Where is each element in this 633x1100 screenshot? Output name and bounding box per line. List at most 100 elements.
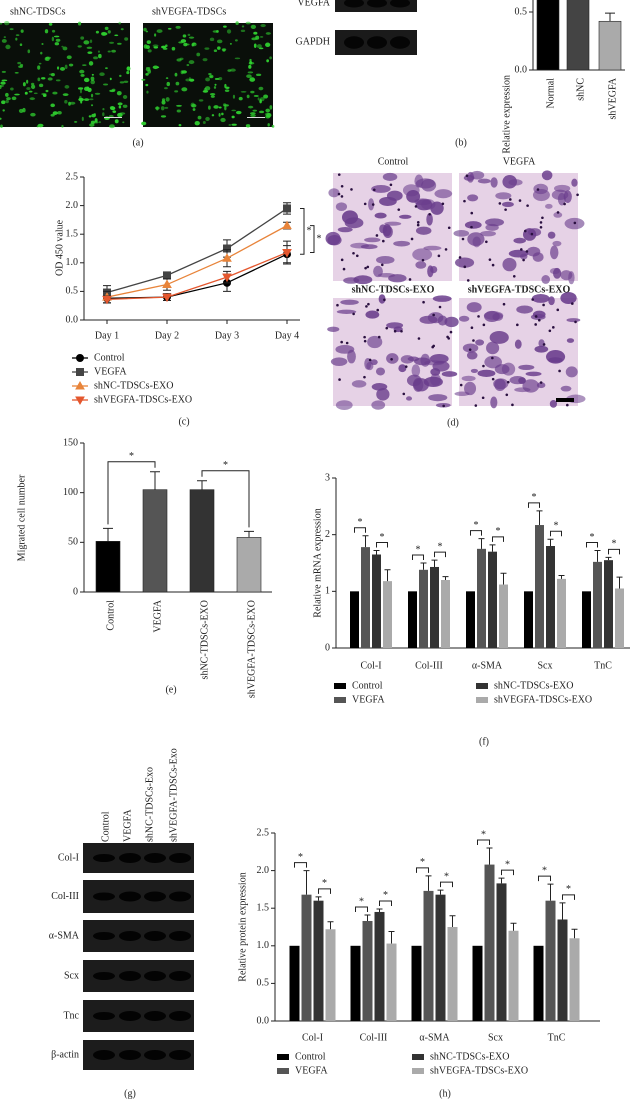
legend-label: shVEGFA-TDSCs-EXO	[430, 1065, 528, 1076]
blot-band	[367, 36, 387, 49]
error-bar	[327, 921, 334, 930]
stained-cell	[375, 367, 386, 376]
blot-band	[93, 892, 115, 901]
line-point	[282, 249, 292, 258]
y-tick-label: 0	[325, 642, 330, 653]
stained-cell	[405, 396, 413, 401]
stained-cell	[328, 188, 340, 198]
pore	[474, 404, 478, 407]
error-bar	[500, 572, 507, 585]
error-bar	[431, 559, 438, 567]
cell-spot	[94, 118, 98, 123]
cell-spot	[42, 93, 47, 97]
cell-spot	[93, 56, 98, 60]
significance-label: *	[380, 532, 385, 543]
cell-spot	[82, 64, 87, 66]
pore	[375, 234, 379, 237]
cell-spot	[245, 124, 251, 128]
significance-bracket	[294, 862, 307, 868]
error-bar	[376, 908, 383, 912]
stained-cell	[470, 368, 479, 374]
cell-spot	[1, 70, 6, 73]
cell-spot	[90, 93, 94, 98]
cell-spot	[152, 44, 159, 48]
image-label: VEGFA	[503, 156, 536, 167]
cell-spot	[164, 87, 168, 90]
error-bar	[571, 928, 578, 939]
bar	[472, 945, 483, 1021]
pore	[444, 248, 448, 251]
cell-spot	[48, 22, 53, 26]
bar	[350, 591, 359, 648]
series-line	[106, 251, 288, 301]
significance-bracket	[201, 470, 250, 528]
stained-cell	[426, 213, 433, 226]
bar	[325, 929, 336, 1021]
significance-label: *	[383, 890, 388, 901]
pore	[355, 254, 359, 258]
legend-swatch	[277, 1068, 289, 1074]
significance-label: *	[298, 852, 303, 863]
significance-label: *	[420, 857, 425, 868]
cell-spot	[114, 119, 119, 124]
cell-spot	[124, 37, 129, 41]
cell-spot	[202, 121, 206, 124]
blot-row-label: β-actin	[51, 1049, 79, 1060]
cell-spot	[5, 92, 9, 97]
pore	[548, 329, 552, 333]
pore	[364, 266, 367, 270]
significance-bracket	[477, 839, 490, 846]
stained-cell	[486, 341, 500, 355]
x-tick-label: shNC-TDSCs-EXO	[199, 600, 210, 679]
cell-spot	[249, 58, 252, 62]
cell-spot	[160, 106, 165, 111]
blot-band	[367, 0, 387, 8]
pore	[416, 223, 420, 227]
significance-bracket	[318, 888, 331, 894]
pore	[340, 340, 343, 344]
cell-spot	[215, 29, 219, 33]
stained-cell	[541, 275, 551, 284]
cell-spot	[44, 57, 48, 61]
cell-spot	[145, 45, 150, 49]
cell-spot	[123, 80, 129, 83]
cell-spot	[250, 114, 256, 117]
cell-spot	[111, 49, 116, 53]
significance-bracket	[300, 207, 305, 255]
blot-band	[93, 932, 115, 940]
image-label: Control	[378, 156, 409, 167]
blot-band	[344, 0, 364, 8]
cell-spot	[90, 79, 96, 85]
blot-band	[390, 36, 410, 49]
pore	[368, 358, 372, 362]
pore	[531, 298, 534, 301]
stained-cell	[406, 374, 422, 387]
x-tick-label: shVEGFA-TDSCs-EXO	[246, 600, 257, 698]
stained-cell	[335, 344, 355, 354]
line-point	[282, 220, 292, 230]
y-tick-label: 2.0	[257, 865, 270, 876]
legend-marker	[75, 396, 85, 406]
blot-band	[119, 971, 141, 981]
error-bar	[425, 875, 432, 891]
cell-spot	[257, 97, 260, 101]
cell-spot	[204, 86, 211, 91]
x-tick-label: α-SMA	[472, 660, 503, 671]
cell-spot	[174, 72, 178, 77]
cell-spot	[50, 103, 55, 108]
stained-cell	[483, 311, 504, 320]
cell-spot	[45, 89, 49, 93]
stained-cell	[501, 201, 514, 208]
panel-caption: (f)	[479, 736, 489, 747]
pore	[352, 251, 355, 255]
stained-cell	[415, 199, 433, 211]
stained-cell	[531, 293, 550, 303]
significance-bracket	[355, 906, 368, 912]
cell-spot	[260, 23, 266, 28]
significance-bracket	[416, 867, 429, 873]
pore	[366, 265, 370, 269]
stained-cell	[337, 227, 353, 233]
error-bar	[362, 535, 369, 548]
bar	[566, 0, 590, 71]
stained-cell	[368, 198, 375, 211]
